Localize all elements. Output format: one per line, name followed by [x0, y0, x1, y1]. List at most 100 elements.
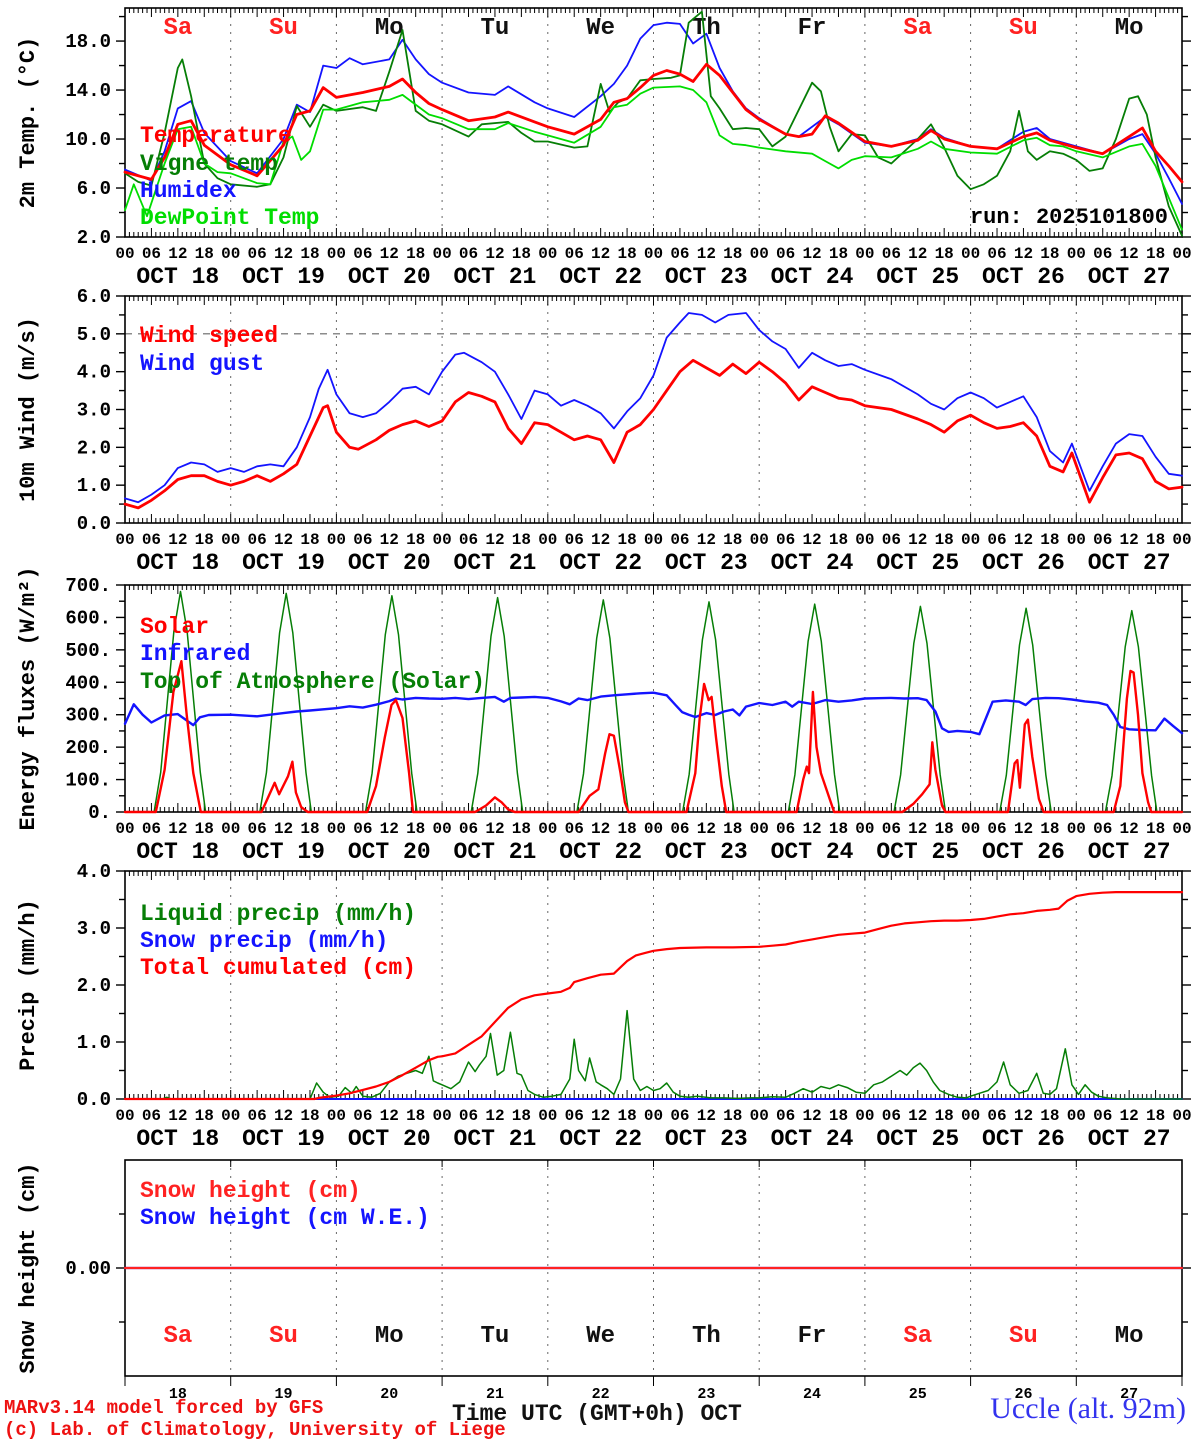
svg-text:06: 06	[1093, 531, 1112, 549]
svg-text:06: 06	[565, 1107, 584, 1125]
y-tick-label: 6.0	[77, 286, 111, 308]
svg-text:18: 18	[1146, 245, 1165, 263]
svg-text:00: 00	[538, 531, 557, 549]
svg-text:OCT 18: OCT 18	[136, 1126, 219, 1152]
svg-text:Mo: Mo	[375, 1323, 404, 1350]
svg-text:12: 12	[1014, 531, 1033, 549]
svg-text:00: 00	[115, 1107, 134, 1125]
legend-wind-speed: Wind speed	[140, 323, 278, 349]
svg-text:21: 21	[486, 1386, 504, 1403]
svg-text:12: 12	[1014, 820, 1033, 838]
svg-text:18: 18	[935, 1107, 954, 1125]
svg-text:18: 18	[617, 531, 636, 549]
y-axis-ticks	[116, 870, 1191, 1100]
svg-text:12: 12	[908, 531, 927, 549]
y-tick-label: 2.0	[77, 975, 111, 997]
svg-text:12: 12	[1120, 820, 1139, 838]
y-tick-label: 3.0	[77, 400, 111, 422]
svg-text:00: 00	[961, 1107, 980, 1125]
y-tick-label: 14.0	[65, 80, 111, 102]
svg-text:OCT 24: OCT 24	[771, 550, 854, 576]
series-wind-gust	[124, 312, 1183, 504]
svg-text:OCT 25: OCT 25	[876, 264, 959, 290]
svg-text:12: 12	[1014, 1107, 1033, 1125]
footer-model-credit: MARv3.14 model forced by GFS	[4, 1397, 324, 1419]
svg-text:18: 18	[300, 245, 319, 263]
date-labels: OCT 18 OCT 19 OCT 20 OCT 21 OCT 22 OCT 23 OCT …	[136, 1126, 1170, 1152]
y-tick-label: 500.	[65, 640, 111, 662]
svg-text:06: 06	[882, 1107, 901, 1125]
series-dewpoint-temp	[124, 85, 1183, 231]
svg-text:Sa: Sa	[163, 15, 192, 42]
svg-text:00: 00	[1172, 245, 1191, 263]
hour-labels: 00 06 12 18 00 06 12 18 00 06 12 18 00 06 12 18 00 06 12 18…	[115, 245, 1191, 263]
svg-text:00: 00	[1067, 820, 1086, 838]
svg-text:12: 12	[380, 820, 399, 838]
legend-top-of-atmosphere-solar: Top of Atmosphere (Solar)	[140, 669, 485, 695]
svg-text:06: 06	[248, 1107, 267, 1125]
legend-snow-height-cm-w-e: Snow height (cm W.E.)	[140, 1205, 430, 1231]
svg-text:Sa: Sa	[903, 15, 932, 42]
svg-text:OCT 27: OCT 27	[1088, 1126, 1171, 1152]
svg-text:06: 06	[670, 820, 689, 838]
svg-text:OCT 18: OCT 18	[136, 264, 219, 290]
svg-text:OCT 23: OCT 23	[665, 264, 748, 290]
svg-text:OCT 19: OCT 19	[242, 264, 325, 290]
svg-text:18: 18	[829, 1107, 848, 1125]
svg-text:12: 12	[697, 820, 716, 838]
panel-wind: 0.0 1.0 2.0 3.0 4.0 5.0 6.0 10m Wind (m/s) 00 06 1…	[16, 286, 1192, 576]
svg-text:OCT 20: OCT 20	[348, 264, 431, 290]
svg-text:00: 00	[221, 531, 240, 549]
svg-text:18: 18	[512, 531, 531, 549]
svg-text:00: 00	[961, 531, 980, 549]
day-gridlines	[230, 871, 1077, 1099]
svg-text:18: 18	[829, 245, 848, 263]
svg-text:12: 12	[380, 245, 399, 263]
svg-text:OCT 25: OCT 25	[876, 1126, 959, 1152]
svg-text:06: 06	[776, 531, 795, 549]
svg-text:12: 12	[591, 531, 610, 549]
svg-text:OCT 18: OCT 18	[136, 839, 219, 865]
svg-text:00: 00	[327, 245, 346, 263]
svg-text:00: 00	[644, 820, 663, 838]
svg-text:06: 06	[459, 245, 478, 263]
svg-text:12: 12	[802, 245, 821, 263]
svg-text:12: 12	[591, 245, 610, 263]
svg-text:00: 00	[750, 245, 769, 263]
svg-text:We: We	[586, 1323, 615, 1350]
svg-text:00: 00	[855, 245, 874, 263]
svg-text:OCT 24: OCT 24	[771, 1126, 854, 1152]
y-tick-label: 2.0	[77, 227, 111, 249]
x-axis-title: Time UTC (GMT+0h) OCT	[452, 1401, 742, 1427]
svg-text:18: 18	[1146, 820, 1165, 838]
svg-text:06: 06	[459, 531, 478, 549]
y-tick-label: 3.0	[77, 918, 111, 940]
series-temperature	[123, 62, 1184, 184]
y-tick-label: 5.0	[77, 324, 111, 346]
svg-text:Sa: Sa	[903, 1323, 932, 1350]
svg-text:00: 00	[538, 820, 557, 838]
svg-text:OCT 20: OCT 20	[348, 839, 431, 865]
y-tick-label: 4.0	[77, 861, 111, 883]
run-label: run: 2025101800	[970, 205, 1168, 230]
svg-text:12: 12	[274, 820, 293, 838]
svg-text:12: 12	[380, 531, 399, 549]
svg-text:00: 00	[644, 531, 663, 549]
y-axis-ticks	[116, 584, 1191, 813]
svg-text:12: 12	[802, 531, 821, 549]
svg-text:00: 00	[855, 1107, 874, 1125]
day-gridlines	[230, 8, 1077, 237]
svg-text:06: 06	[565, 531, 584, 549]
svg-text:06: 06	[142, 245, 161, 263]
y-tick-label: 300.	[65, 705, 111, 727]
svg-text:12: 12	[591, 1107, 610, 1125]
svg-text:OCT 20: OCT 20	[348, 1126, 431, 1152]
svg-text:06: 06	[459, 820, 478, 838]
svg-text:18: 18	[169, 1386, 187, 1403]
svg-text:OCT 22: OCT 22	[559, 550, 642, 576]
svg-text:18: 18	[1040, 531, 1059, 549]
svg-text:18: 18	[1040, 245, 1059, 263]
y-tick-label: 600.	[65, 607, 111, 629]
svg-text:06: 06	[353, 820, 372, 838]
y-tick-label: 0.00	[65, 1258, 111, 1280]
